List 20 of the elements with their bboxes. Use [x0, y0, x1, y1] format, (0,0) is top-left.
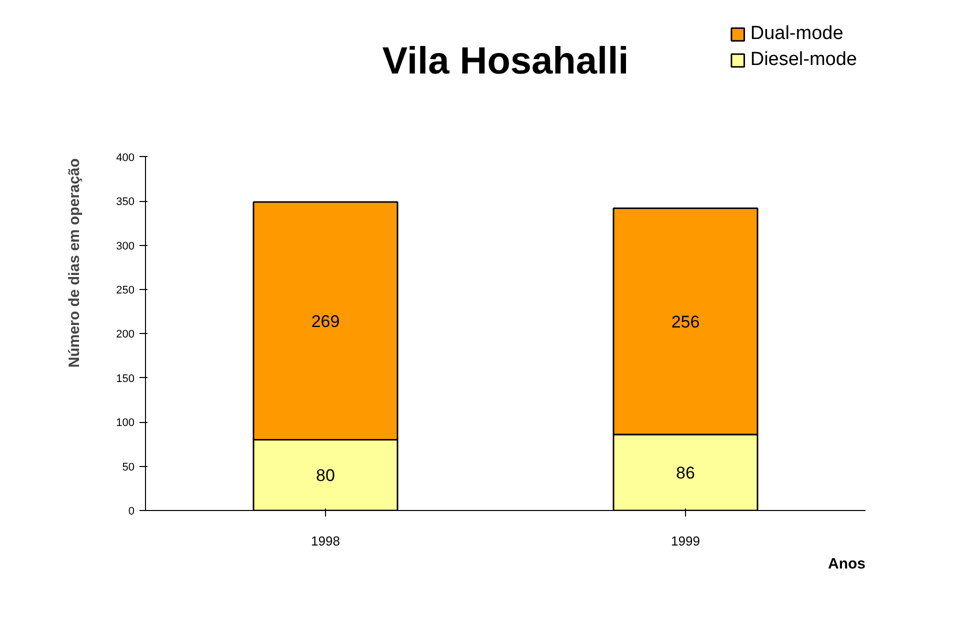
y-tick-label: 200 — [116, 328, 135, 341]
data-label: 269 — [311, 312, 340, 331]
y-tick-label: 0 — [128, 506, 135, 518]
y-tick-label: 350 — [116, 196, 135, 208]
y-tick-label: 50 — [122, 461, 135, 474]
x-tick-label: 1999 — [671, 534, 700, 548]
x-tick-label: 1998 — [311, 534, 340, 548]
data-label: 80 — [316, 466, 335, 486]
y-tick-label: 400 — [116, 152, 135, 164]
y-tick-label: 300 — [116, 240, 135, 252]
y-tick-label: 150 — [116, 372, 135, 385]
data-label: 256 — [671, 312, 700, 332]
y-tick-label: 100 — [116, 417, 135, 430]
chart-title: Vila Hosahalli — [382, 40, 629, 82]
y-tick-label: 250 — [116, 284, 135, 297]
y-axis-title: Número de dias em operação — [66, 158, 84, 368]
data-label: 86 — [676, 463, 695, 482]
x-axis-title: Anos — [828, 556, 866, 572]
legend-label: Diesel-mode — [750, 49, 857, 71]
legend-label: Dual-mode — [750, 23, 844, 45]
